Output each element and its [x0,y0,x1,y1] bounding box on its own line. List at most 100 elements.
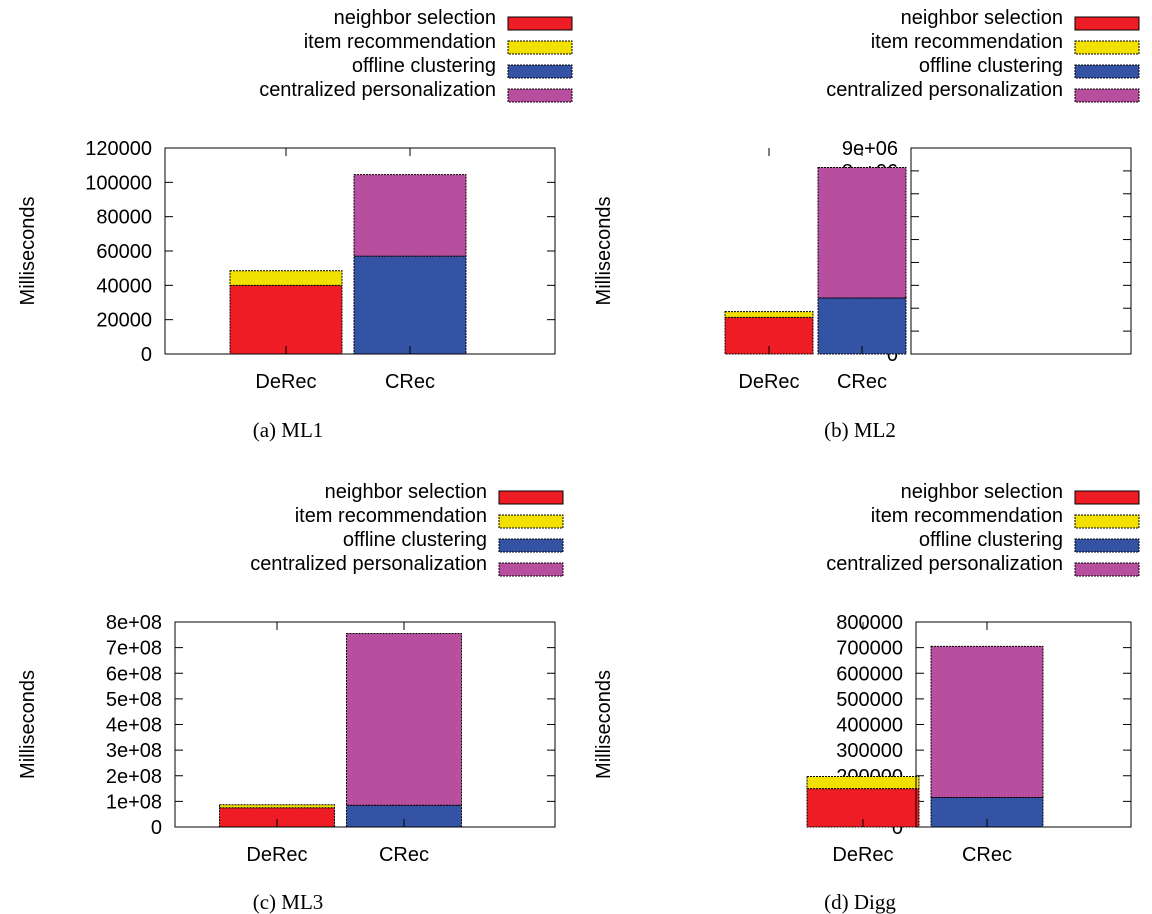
chart-panel-digg: neighbor selection item recommendation off… [576,457,1152,914]
figure-caption: (b) ML2 [824,418,896,442]
legend-swatch-neighbor-selection [507,16,573,31]
y-axis: 0 20000 40000 60000 80000 100000 120000 [85,138,555,366]
bar-derec-item-recommendation [724,311,814,318]
bar-derec-neighbor-selection [229,284,343,355]
y-tick-label: 6e+08 [106,663,162,685]
y-tick-label: 0 [892,817,903,839]
chart-panel-ml1: neighbor selection item recommendation off… [0,0,576,457]
y-tick-label: 80000 [96,207,152,229]
bars [229,174,467,355]
legend-label-neighbor-selection: neighbor selection [325,481,487,503]
y-tick-label: 0 [151,817,162,839]
legend-swatch-centralized-personalization [507,88,573,103]
y-axis-title: Milliseconds [593,197,615,306]
legend-label-centralized-personalization: centralized personalization [826,79,1063,101]
bar-crec-offline-clustering [353,255,467,355]
bars [219,633,462,828]
y-tick-label: 0 [887,344,898,366]
y-tick-label: 3e+08 [106,740,162,762]
x-tick-label-crec: CRec [385,371,435,393]
legend-label-neighbor-selection: neighbor selection [901,7,1063,29]
y-tick-label: 60000 [96,241,152,263]
x-tick-label-derec: DeRec [255,371,316,393]
legend-label-item-recommendation: item recommendation [871,31,1063,53]
plot-frame [174,621,556,828]
legend-label-offline-clustering: offline clustering [343,529,487,551]
legend-label-centralized-personalization: centralized personalization [250,553,487,575]
y-tick-label: 9e+06 [842,138,898,160]
plot-frame [910,147,1132,355]
chart-panel-ml3: neighbor selection item recommendation off… [0,457,576,914]
legend-label-offline-clustering: offline clustering [919,55,1063,77]
plot-frame [915,621,1132,828]
y-tick-label: 40000 [96,275,152,297]
y-tick-label: 500000 [836,689,903,711]
legend-label-centralized-personalization: centralized personalization [259,79,496,101]
legend-swatch-centralized-personalization [1074,88,1140,103]
figure-caption: (d) Digg [824,890,896,914]
y-axis: 0 1e+08 2e+08 3e+08 4e+08 5e+08 6e+08 7e+08 8e+0… [106,612,555,839]
bar-crec-offline-clustering [817,297,907,355]
bar-crec-centralized-personalization [930,645,1044,799]
x-tick-label-crec: CRec [962,844,1012,866]
y-tick-label: 20000 [96,310,152,332]
y-tick-label: 0 [141,344,152,366]
legend-label-offline-clustering: offline clustering [919,529,1063,551]
legend-swatch-centralized-personalization [1074,562,1140,577]
y-axis-title: Milliseconds [17,197,39,306]
bar-derec-item-recommendation [806,776,920,790]
legend-swatch-item-recommendation [498,514,564,529]
y-tick-label: 600000 [836,663,903,685]
y-tick-label: 700000 [836,638,903,660]
bar-crec-centralized-personalization [353,174,467,257]
y-tick-label: 100000 [85,172,152,194]
legend-swatch-neighbor-selection [1074,16,1140,31]
legend-swatch-offline-clustering [498,538,564,553]
x-tick-label-derec: DeRec [246,844,307,866]
y-tick-label: 800000 [836,612,903,634]
legend-swatch-offline-clustering [507,64,573,79]
legend-swatch-neighbor-selection [1074,490,1140,505]
figure-caption: (a) ML1 [253,418,324,442]
y-axis-title: Milliseconds [593,670,615,779]
y-tick-label: 5e+08 [106,689,162,711]
y-tick-label: 4e+08 [106,715,162,737]
legend-swatch-offline-clustering [1074,538,1140,553]
y-tick-label: 400000 [836,715,903,737]
y-tick-label: 1e+08 [106,791,162,813]
legend-label-item-recommendation: item recommendation [295,505,487,527]
plot-frame [164,147,556,355]
legend-swatch-offline-clustering [1074,64,1140,79]
figure-caption: (c) ML3 [253,890,324,914]
legend-swatch-centralized-personalization [498,562,564,577]
y-tick-label: 7e+08 [106,638,162,660]
bar-derec-item-recommendation [229,270,343,286]
legend-label-centralized-personalization: centralized personalization [826,553,1063,575]
legend-label-item-recommendation: item recommendation [304,31,496,53]
x-tick-label-derec: DeRec [832,844,893,866]
bar-crec-centralized-personalization [346,633,462,806]
y-tick-label: 2e+08 [106,766,162,788]
y-tick-label: 8e+08 [106,612,162,634]
bars [724,166,907,355]
y-axis-title: Milliseconds [17,670,39,779]
x-tick-label-crec: CRec [837,371,887,393]
x-tick-label-derec: DeRec [738,371,799,393]
bar-crec-centralized-personalization [817,166,907,299]
legend-label-offline-clustering: offline clustering [352,55,496,77]
legend-swatch-item-recommendation [1074,514,1140,529]
bar-derec-item-recommendation [219,804,335,809]
y-tick-label: 300000 [836,740,903,762]
legend-swatch-item-recommendation [507,40,573,55]
legend-label-neighbor-selection: neighbor selection [334,7,496,29]
x-tick-label-crec: CRec [379,844,429,866]
legend-label-item-recommendation: item recommendation [871,505,1063,527]
